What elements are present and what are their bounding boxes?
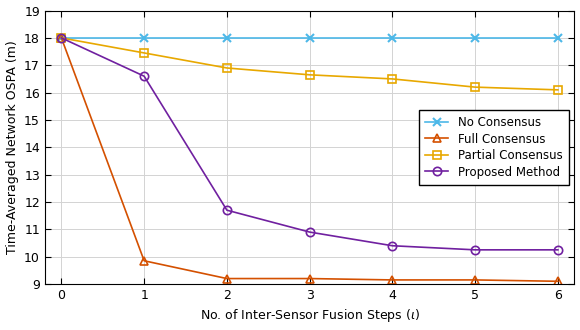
Full Consensus	[389, 278, 396, 282]
No Consensus	[554, 36, 561, 40]
Full Consensus	[472, 278, 478, 282]
Full Consensus	[554, 279, 561, 283]
Partial Consensus	[141, 51, 148, 55]
Partial Consensus	[389, 77, 396, 81]
Full Consensus	[223, 277, 230, 280]
No Consensus	[306, 36, 313, 40]
Proposed Method	[554, 248, 561, 252]
Proposed Method	[306, 230, 313, 234]
Partial Consensus	[58, 36, 65, 40]
Legend: No Consensus, Full Consensus, Partial Consensus, Proposed Method: No Consensus, Full Consensus, Partial Co…	[419, 110, 568, 184]
Proposed Method	[223, 208, 230, 212]
Y-axis label: Time-Averaged Network OSPA (m): Time-Averaged Network OSPA (m)	[6, 40, 19, 254]
Line: Proposed Method: Proposed Method	[57, 34, 562, 254]
No Consensus	[389, 36, 396, 40]
Proposed Method	[472, 248, 478, 252]
Partial Consensus	[223, 66, 230, 70]
Proposed Method	[58, 36, 65, 40]
Proposed Method	[141, 74, 148, 78]
X-axis label: No. of Inter-Sensor Fusion Steps $(ι)$: No. of Inter-Sensor Fusion Steps $(ι)$	[200, 308, 420, 324]
Line: Partial Consensus: Partial Consensus	[57, 34, 562, 94]
Full Consensus	[141, 259, 148, 263]
Partial Consensus	[472, 85, 478, 89]
Partial Consensus	[306, 73, 313, 77]
No Consensus	[223, 36, 230, 40]
No Consensus	[141, 36, 148, 40]
Full Consensus	[306, 277, 313, 280]
Proposed Method	[389, 244, 396, 248]
Partial Consensus	[554, 88, 561, 92]
Full Consensus	[58, 36, 65, 40]
Line: No Consensus: No Consensus	[57, 34, 562, 42]
Line: Full Consensus: Full Consensus	[57, 34, 562, 285]
No Consensus	[58, 36, 65, 40]
No Consensus	[472, 36, 478, 40]
